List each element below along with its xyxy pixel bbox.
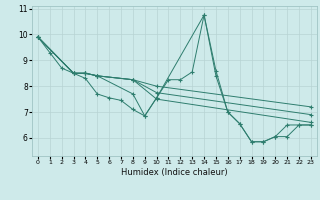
X-axis label: Humidex (Indice chaleur): Humidex (Indice chaleur) (121, 168, 228, 177)
